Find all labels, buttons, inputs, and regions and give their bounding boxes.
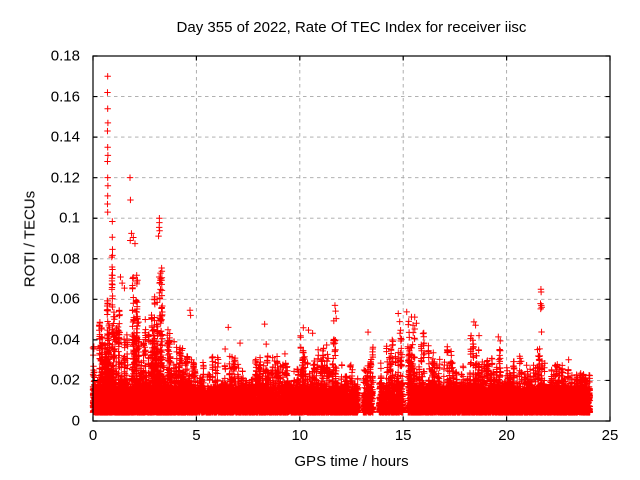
- y-axis-label: ROTI / TECUs: [21, 190, 39, 287]
- y-tick-label: 0.06: [50, 290, 80, 308]
- y-tick-label: 0.04: [50, 331, 80, 349]
- y-tick-label: 0.14: [50, 128, 80, 146]
- x-tick-label: 0: [88, 427, 98, 444]
- x-tick-label: 20: [498, 427, 515, 444]
- y-tick-label: 0.08: [50, 250, 80, 268]
- x-tick-label: 5: [192, 427, 201, 444]
- y-tick-label: 0.18: [50, 47, 80, 65]
- chart-title: Day 355 of 2022, Rate Of TEC Index for r…: [176, 19, 527, 36]
- y-tick-label: 0.12: [50, 169, 80, 187]
- y-tick-label: 0.1: [59, 209, 80, 227]
- x-axis-label: GPS time / hours: [294, 453, 409, 470]
- y-tick-label: 0: [71, 412, 80, 430]
- x-tick-label: 25: [601, 427, 619, 444]
- y-tick-label: 0.02: [50, 371, 80, 389]
- x-tick-label: 10: [291, 427, 309, 444]
- x-tick-label: 15: [394, 427, 412, 444]
- y-tick-label: 0.16: [50, 88, 80, 106]
